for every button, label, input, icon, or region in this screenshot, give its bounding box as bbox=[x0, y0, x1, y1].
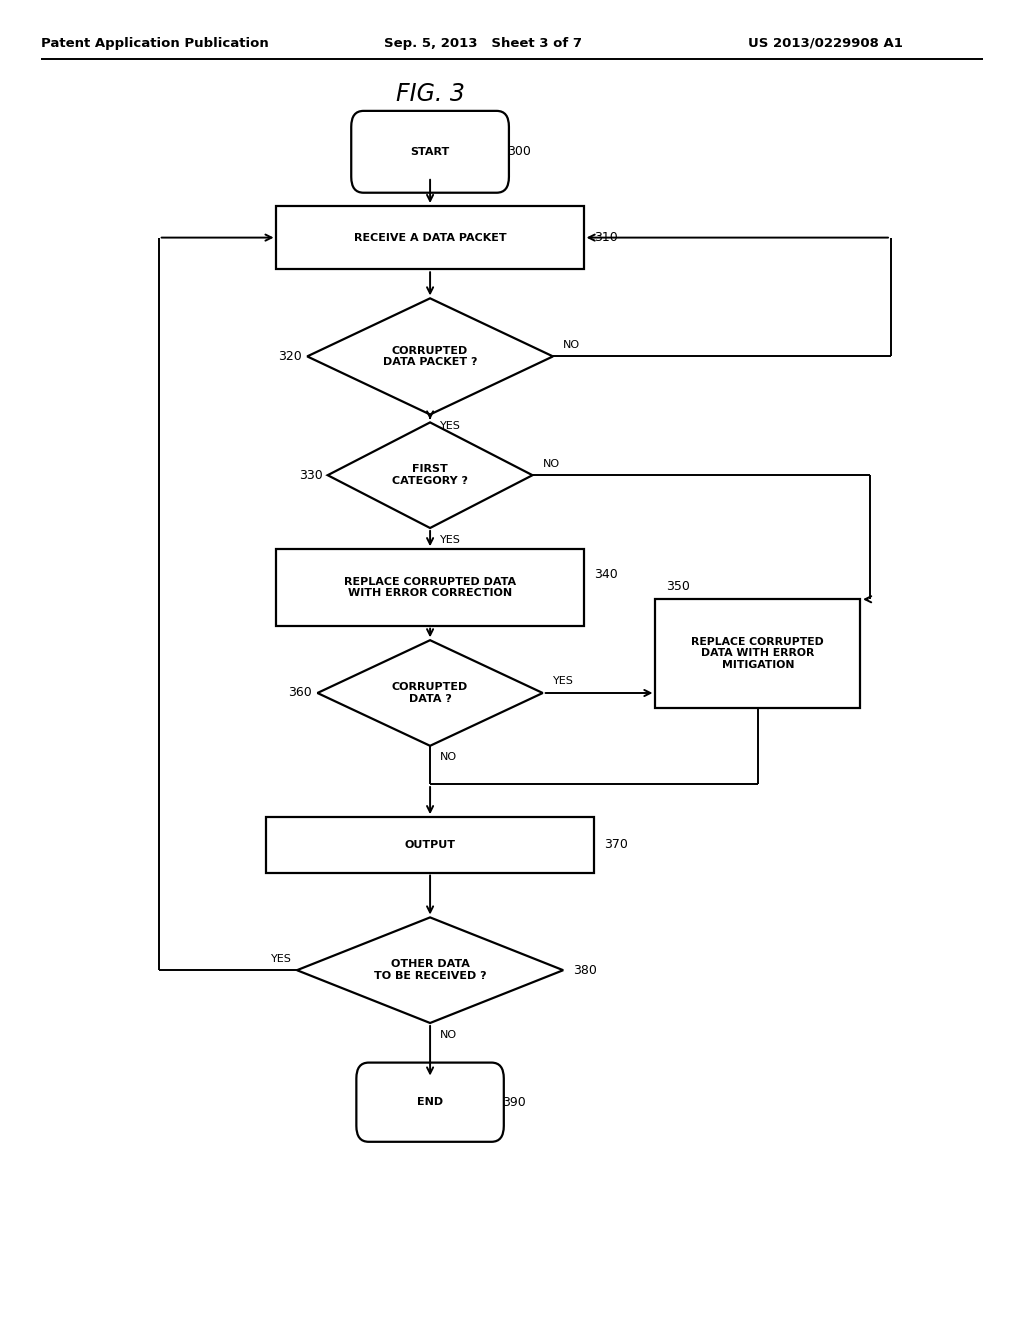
Polygon shape bbox=[328, 422, 532, 528]
Text: NO: NO bbox=[440, 752, 458, 763]
Bar bbox=[655, 599, 860, 708]
Text: END: END bbox=[417, 1097, 443, 1107]
Text: 350: 350 bbox=[666, 579, 689, 593]
Text: CORRUPTED
DATA ?: CORRUPTED DATA ? bbox=[392, 682, 468, 704]
Text: 330: 330 bbox=[299, 469, 323, 482]
Text: FIG. 3: FIG. 3 bbox=[395, 82, 465, 106]
Text: RECEIVE A DATA PACKET: RECEIVE A DATA PACKET bbox=[353, 232, 507, 243]
Text: YES: YES bbox=[271, 953, 292, 964]
Text: 390: 390 bbox=[502, 1096, 525, 1109]
Text: YES: YES bbox=[553, 676, 573, 686]
Text: START: START bbox=[411, 147, 450, 157]
Text: REPLACE CORRUPTED DATA
WITH ERROR CORRECTION: REPLACE CORRUPTED DATA WITH ERROR CORREC… bbox=[344, 577, 516, 598]
Text: YES: YES bbox=[440, 535, 461, 545]
Text: NO: NO bbox=[440, 1030, 458, 1040]
Polygon shape bbox=[297, 917, 563, 1023]
Text: OTHER DATA
TO BE RECEIVED ?: OTHER DATA TO BE RECEIVED ? bbox=[374, 960, 486, 981]
Bar bbox=[276, 206, 584, 269]
Text: CORRUPTED
DATA PACKET ?: CORRUPTED DATA PACKET ? bbox=[383, 346, 477, 367]
Text: 360: 360 bbox=[289, 686, 312, 700]
Text: 340: 340 bbox=[594, 568, 617, 581]
Text: 310: 310 bbox=[594, 231, 617, 244]
Text: OUTPUT: OUTPUT bbox=[404, 840, 456, 850]
Text: REPLACE CORRUPTED
DATA WITH ERROR
MITIGATION: REPLACE CORRUPTED DATA WITH ERROR MITIGA… bbox=[691, 636, 824, 671]
Text: US 2013/0229908 A1: US 2013/0229908 A1 bbox=[748, 37, 902, 50]
FancyBboxPatch shape bbox=[356, 1063, 504, 1142]
Text: Patent Application Publication: Patent Application Publication bbox=[41, 37, 268, 50]
Text: Sep. 5, 2013   Sheet 3 of 7: Sep. 5, 2013 Sheet 3 of 7 bbox=[384, 37, 582, 50]
Bar bbox=[276, 549, 584, 626]
Text: NO: NO bbox=[543, 458, 560, 469]
Polygon shape bbox=[317, 640, 543, 746]
Text: FIRST
CATEGORY ?: FIRST CATEGORY ? bbox=[392, 465, 468, 486]
Text: 300: 300 bbox=[507, 145, 530, 158]
Text: 380: 380 bbox=[573, 964, 597, 977]
Bar bbox=[266, 817, 594, 873]
Text: NO: NO bbox=[563, 339, 581, 350]
FancyBboxPatch shape bbox=[351, 111, 509, 193]
Polygon shape bbox=[307, 298, 553, 414]
Text: 370: 370 bbox=[604, 838, 628, 851]
Text: 320: 320 bbox=[279, 350, 302, 363]
Text: YES: YES bbox=[440, 421, 461, 432]
